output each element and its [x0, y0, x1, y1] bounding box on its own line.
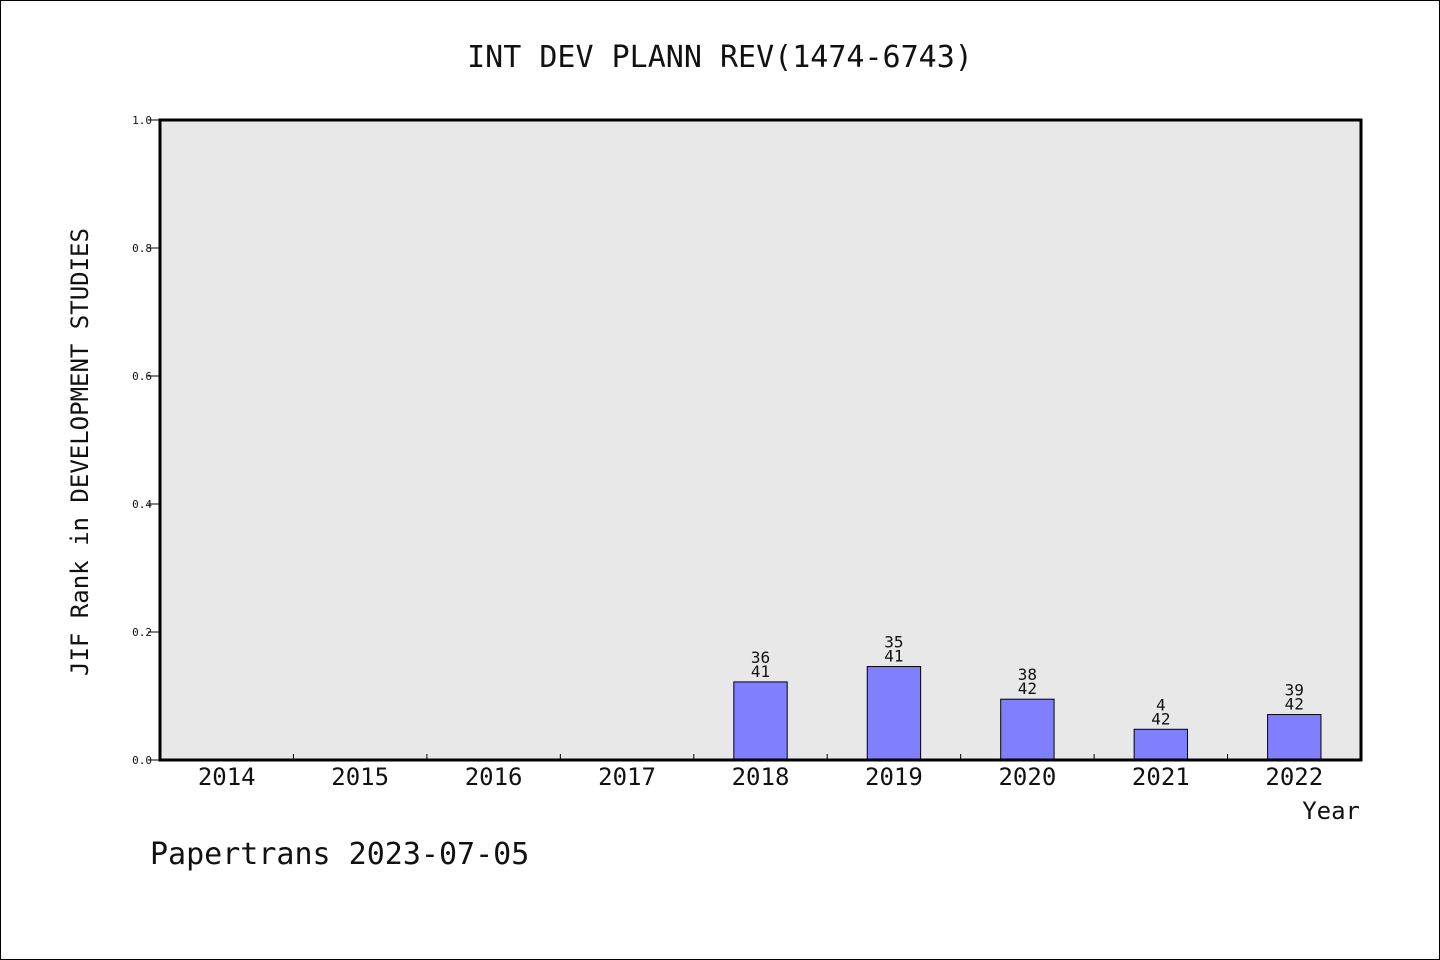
x-tick-label: 2014	[198, 763, 256, 791]
bar-label-rank: 36	[751, 648, 770, 667]
plot-frame	[158, 118, 1363, 762]
x-tick-label: 2015	[331, 763, 389, 791]
plot-area	[160, 120, 1361, 760]
y-tick-label: 1.0	[132, 114, 152, 127]
bar-2020	[1000, 698, 1055, 761]
x-tick-label: 2016	[465, 763, 523, 791]
bar-label-rank: 4	[1156, 695, 1166, 714]
x-tick-label: 2020	[998, 763, 1056, 791]
bar-2019	[866, 666, 922, 761]
bar-2018	[733, 681, 788, 761]
x-tick-label: 2017	[598, 763, 656, 791]
bar-2022	[1267, 714, 1322, 761]
bar-label-total: 42	[1151, 709, 1170, 728]
y-tick-label: 0.8	[132, 242, 152, 255]
x-tick-label: 2021	[1132, 763, 1190, 791]
bar-label-total: 41	[884, 647, 903, 666]
bar-label-total: 42	[1018, 679, 1037, 698]
x-axis: 2014 2015 2016 2017 2018 2019 2020 2021 2022	[198, 754, 1323, 791]
bar-label-total: 42	[1285, 695, 1304, 714]
x-axis-label: Year	[1302, 797, 1360, 825]
bar-label-total: 41	[751, 662, 770, 681]
y-axis: 0.0 0.2 0.4 0.6 0.8 1.0	[132, 114, 160, 767]
y-tick-label: 0.6	[132, 370, 152, 383]
y-axis-label: JIF Rank in DEVELOPMENT STUDIES	[66, 228, 94, 676]
x-tick-label: 2019	[865, 763, 923, 791]
y-tick-label: 0.4	[132, 498, 152, 511]
bar-2021	[1133, 728, 1189, 761]
footer-credit: Papertrans 2023-07-05	[150, 837, 529, 872]
bar-label-rank: 35	[884, 633, 903, 652]
bar-label-rank: 38	[1018, 665, 1037, 684]
chart-title: INT DEV PLANN REV(1474-6743)	[467, 40, 973, 75]
x-tick-label: 2018	[732, 763, 790, 791]
y-tick-label: 0.0	[132, 754, 152, 767]
y-tick-label: 0.2	[132, 626, 152, 639]
x-tick-label: 2022	[1265, 763, 1323, 791]
bar-label-rank: 39	[1285, 681, 1304, 700]
bars-group	[733, 666, 1322, 761]
